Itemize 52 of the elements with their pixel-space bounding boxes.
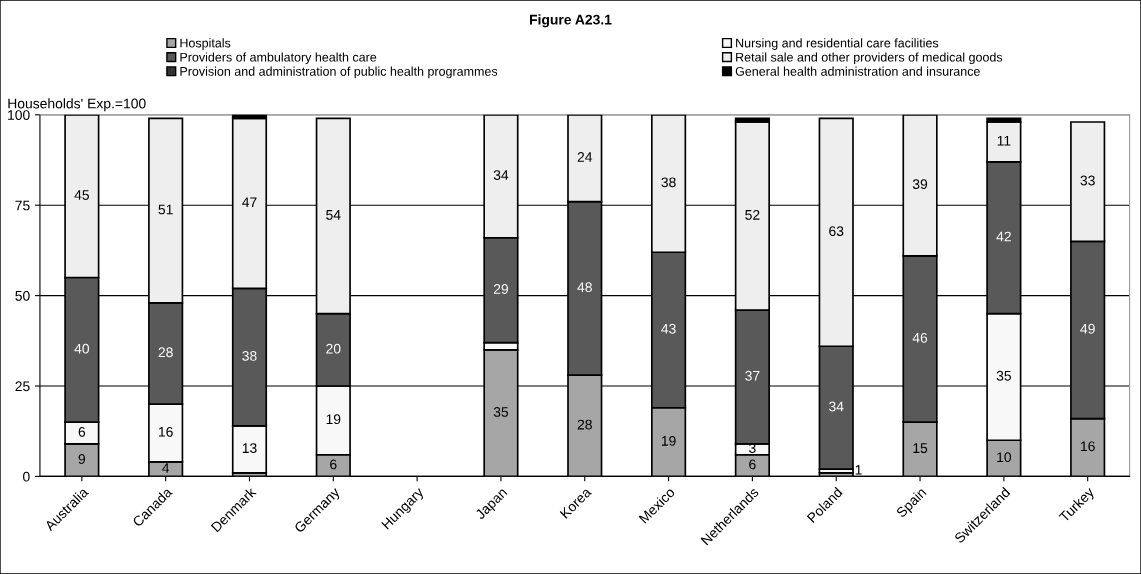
chart-title: Figure A23.1	[530, 14, 612, 28]
data-label: 47	[242, 197, 257, 207]
data-label: 39	[912, 179, 928, 190]
data-label: 35	[493, 407, 509, 417]
data-label: 19	[661, 435, 676, 446]
y-tick-label: 75	[15, 200, 30, 211]
legend-label: Provision and administration of public health programmes	[180, 66, 498, 79]
data-label: 37	[745, 370, 760, 381]
data-label: 42	[996, 231, 1011, 242]
data-label: 1	[855, 465, 862, 475]
data-label: 6	[78, 426, 86, 437]
data-label: 49	[1080, 323, 1095, 334]
data-label: 24	[577, 152, 593, 162]
y-tick-label: 50	[15, 290, 30, 301]
data-label: 34	[493, 170, 509, 180]
data-label: 29	[493, 284, 509, 294]
data-label: 51	[158, 204, 173, 215]
data-label: 46	[912, 332, 928, 343]
y-tick-label: 25	[15, 381, 30, 392]
legend-label: Nursing and residential care facilities	[736, 38, 939, 50]
data-label: 6	[749, 459, 756, 470]
data-label: 11	[997, 135, 1011, 146]
data-label: 48	[577, 282, 592, 293]
data-label: 20	[326, 343, 341, 354]
data-label: 15	[913, 443, 928, 454]
data-label: 52	[745, 209, 760, 220]
y-tick-label: 0	[23, 471, 30, 482]
data-label: 33	[1080, 175, 1095, 186]
legend-label: Retail sale and other providers of medical goods	[736, 52, 1003, 65]
data-label: 38	[661, 177, 676, 188]
data-label: 19	[326, 414, 341, 425]
legend-label: Providers of ambulatory health care	[180, 52, 377, 65]
data-label: 16	[159, 426, 173, 437]
data-label: 13	[242, 443, 257, 454]
data-label: 10	[997, 452, 1012, 463]
legend-label: Hospitals	[180, 38, 231, 50]
data-label: 6	[330, 459, 337, 470]
data-label: 28	[158, 347, 173, 358]
data-label: 45	[74, 190, 89, 200]
data-label: 54	[326, 210, 341, 220]
data-label: 40	[74, 343, 90, 354]
data-label: 9	[78, 454, 86, 464]
data-label: 63	[829, 226, 844, 237]
data-label: 35	[996, 370, 1011, 381]
data-label: 16	[1081, 441, 1095, 452]
data-label: 43	[661, 323, 676, 334]
data-label: 28	[577, 419, 592, 430]
data-label: 38	[242, 350, 257, 361]
data-label: 34	[829, 401, 844, 412]
data-label: 4	[162, 463, 170, 473]
legend-label: General health administration and insurance	[735, 66, 980, 76]
y-tick-label: 100	[8, 110, 30, 120]
